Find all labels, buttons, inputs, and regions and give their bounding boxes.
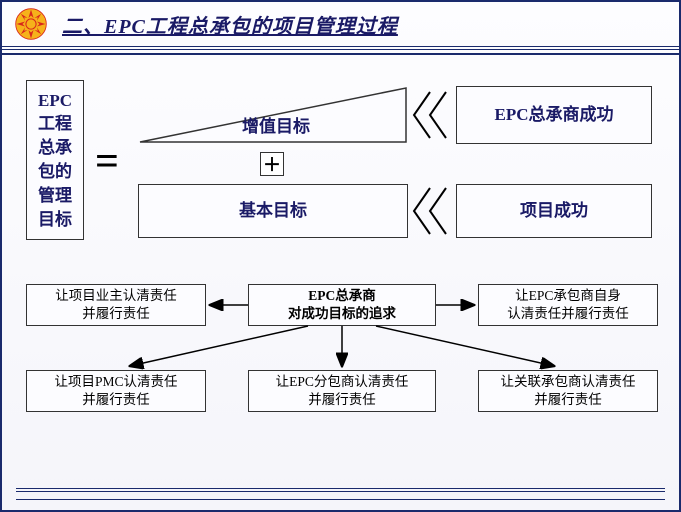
basic-goal-box: 基本目标 <box>138 184 408 238</box>
related-contractor-box: 让关联承包商认清责任并履行责任 <box>478 370 658 412</box>
pursuit-center-label: EPC总承商对成功目标的追求 <box>288 287 396 323</box>
slide-header: 二、EPC工程总承包的项目管理过程 <box>2 2 679 50</box>
chevron-top-icon <box>410 88 454 142</box>
slide-title: 二、EPC工程总承包的项目管理过程 <box>62 10 398 39</box>
self-responsibility-box: 让EPC承包商自身认清责任并履行责任 <box>478 284 658 326</box>
subcontractor-responsibility-box: 让EPC分包商认清责任并履行责任 <box>248 370 436 412</box>
self-responsibility-label: 让EPC承包商自身认清责任并履行责任 <box>507 287 629 323</box>
pursuit-center-box: EPC总承商对成功目标的追求 <box>248 284 436 326</box>
project-success-box: 项目成功 <box>456 184 652 238</box>
subcontractor-responsibility-label: 让EPC分包商认清责任并履行责任 <box>276 373 409 409</box>
pmc-responsibility-box: 让项目PMC认清责任并履行责任 <box>26 370 206 412</box>
footer-rule <box>16 488 665 492</box>
mgmt-goal-label: EPC工程总承包的管理目标 <box>38 89 72 232</box>
related-contractor-label: 让关联承包商认清责任并履行责任 <box>501 373 636 409</box>
chevron-bottom-icon <box>410 184 454 238</box>
plus-icon: ＋ <box>260 152 284 176</box>
triangle-label: 增值目标 <box>242 112 310 137</box>
slide: 二、EPC工程总承包的项目管理过程 EPC工程总承包的管理目标 = 增值目标 ＋… <box>0 0 681 512</box>
pmc-responsibility-label: 让项目PMC认清责任并履行责任 <box>54 373 177 409</box>
owner-responsibility-label: 让项目业主认清责任并履行责任 <box>55 287 177 323</box>
equals-sign: = <box>95 138 119 186</box>
epc-contractor-success-box: EPC总承商成功 <box>456 86 652 144</box>
logo-icon <box>14 7 48 41</box>
mgmt-goal-box: EPC工程总承包的管理目标 <box>26 80 84 240</box>
owner-responsibility-box: 让项目业主认清责任并履行责任 <box>26 284 206 326</box>
slide-content: EPC工程总承包的管理目标 = 增值目标 ＋ 基本目标 EPC总承商成功 项目成… <box>2 50 679 510</box>
